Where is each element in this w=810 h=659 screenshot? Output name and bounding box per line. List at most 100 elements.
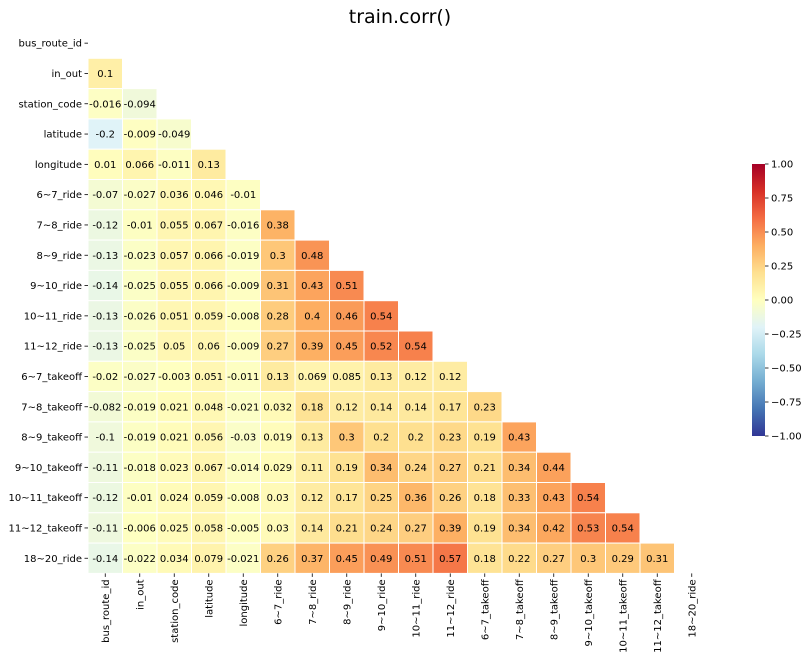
y-tick-label-10-11-takeoff: 10~11_takeoff	[9, 493, 84, 504]
cell-value-label: -0.021	[227, 402, 259, 413]
cell-value-label: 0.01	[94, 160, 116, 171]
cell-value-label: 0.34	[508, 523, 530, 534]
cell-value-label: -0.025	[124, 281, 156, 292]
colorbar-tick-label: −0.75	[771, 398, 802, 409]
heatmap-cell	[570, 542, 606, 574]
colorbar-tick-label: 1.00	[771, 160, 793, 171]
y-tick-label-18-20-ride: 18~20_ride	[24, 554, 82, 565]
heatmap-cell	[363, 542, 399, 574]
y-tick-label-8-9-takeoff: 8~9_takeoff	[21, 433, 83, 444]
y-tick-label-11-12-takeoff: 11~12_takeoff	[9, 523, 84, 534]
cell-value-label: -0.011	[227, 372, 259, 383]
heatmap-cell	[87, 512, 123, 544]
cell-value-label: 0.055	[160, 220, 189, 231]
heatmap-cell	[225, 482, 261, 514]
heatmap-cell	[87, 360, 123, 393]
cell-value-label: -0.11	[92, 463, 118, 474]
cell-value-label: -0.07	[92, 190, 118, 201]
y-tick-label-10-11-ride: 10~11_ride	[24, 311, 82, 322]
cell-value-label: 0.1	[97, 69, 113, 80]
cell-value-label: -0.02	[92, 372, 118, 383]
heatmap-cell	[363, 360, 399, 393]
heatmap-cell	[467, 391, 503, 423]
cell-value-label: 0.067	[194, 463, 223, 474]
heatmap-cell	[260, 209, 296, 241]
y-tick-label-9-10-ride: 9~10_ride	[30, 281, 82, 292]
cell-value-label: 0.31	[267, 281, 289, 292]
cell-value-label: 0.46	[336, 311, 358, 322]
cell-value-label: 0.12	[301, 493, 323, 504]
colorbar-tick-label: 0.25	[771, 262, 793, 273]
heatmap-cell	[122, 330, 158, 362]
x-tick-label-longitude: longitude	[239, 579, 250, 626]
cell-value-label: -0.025	[124, 342, 156, 353]
heatmap-cell	[122, 209, 158, 241]
cell-value-label: 0.13	[301, 433, 323, 444]
x-tick-label-6-7-takeoff: 6~7_takeoff	[480, 578, 491, 640]
heatmap-cell	[294, 391, 330, 423]
heatmap-cell	[432, 421, 468, 453]
y-tick-label-9-10-takeoff: 9~10_takeoff	[15, 463, 83, 474]
heatmap-cell	[432, 542, 468, 574]
heatmap-cell	[363, 391, 399, 423]
heatmap-cell	[122, 179, 158, 211]
y-tick-label-8-9-ride: 8~9_ride	[37, 251, 83, 262]
cell-value-label: 0.2	[373, 433, 389, 444]
cell-value-label: 0.37	[301, 554, 323, 565]
heatmap-cell	[294, 421, 330, 453]
heatmap-cell	[260, 239, 296, 271]
cell-value-label: 0.48	[301, 251, 323, 262]
cell-value-label: -0.022	[124, 554, 156, 565]
cell-value-label: -0.13	[92, 311, 118, 322]
heatmap-cell	[432, 482, 468, 514]
cell-value-label: 0.079	[194, 554, 223, 565]
cell-value-label: -0.014	[227, 463, 259, 474]
heatmap-cell	[329, 330, 365, 362]
cell-value-label: 0.066	[194, 251, 223, 262]
cell-value-label: 0.14	[370, 402, 392, 413]
cell-value-label: -0.026	[124, 311, 156, 322]
cell-value-label: 0.26	[439, 493, 461, 504]
cell-value-label: -0.11	[92, 523, 118, 534]
cell-value-label: 0.06	[198, 342, 220, 353]
cell-value-label: -0.008	[227, 311, 259, 322]
cell-value-label: 0.49	[370, 554, 392, 565]
cell-value-label: 0.059	[194, 311, 223, 322]
heatmap-cell	[260, 360, 296, 393]
x-tick-label-6-7-ride: 6~7_ride	[273, 579, 284, 625]
cell-value-label: 0.13	[198, 160, 220, 171]
heatmap-cell	[294, 451, 330, 484]
cell-value-label: -0.016	[89, 99, 121, 110]
cell-value-label: -0.027	[124, 372, 156, 383]
heatmap-cell	[432, 451, 468, 484]
heatmap-cell	[87, 421, 123, 453]
cell-value-label: -0.01	[127, 220, 153, 231]
heatmap-cell	[87, 330, 123, 362]
cell-value-label: 0.12	[336, 402, 358, 413]
cell-value-label: 0.17	[336, 493, 358, 504]
cell-value-label: -0.019	[227, 251, 259, 262]
colorbar-tick-label: 0.50	[771, 228, 793, 239]
heatmap-cell	[329, 512, 365, 544]
colorbar-tick-label: −1.00	[771, 432, 802, 443]
heatmap-cell	[87, 391, 123, 423]
cell-value-label: 0.2	[408, 433, 424, 444]
y-tick-label-7-8-ride: 7~8_ride	[37, 220, 83, 231]
cell-value-label: 0.13	[370, 372, 392, 383]
cell-value-label: 0.27	[405, 523, 427, 534]
heatmap-cell	[191, 330, 227, 362]
cell-value-label: 0.025	[160, 523, 189, 534]
heatmap-cell	[329, 451, 365, 484]
cell-value-label: 0.27	[439, 463, 461, 474]
cell-value-label: 0.53	[577, 523, 599, 534]
heatmap-cell	[363, 512, 399, 544]
cell-value-label: 0.43	[301, 281, 323, 292]
cell-value-label: 0.25	[370, 493, 392, 504]
heatmap-cell	[363, 421, 399, 453]
cell-value-label: 0.021	[160, 402, 189, 413]
cell-value-label: 0.18	[301, 402, 323, 413]
cell-value-label: -0.009	[227, 281, 259, 292]
cell-value-label: 0.036	[160, 190, 189, 201]
heatmap-cell	[191, 360, 227, 393]
cell-value-label: 0.27	[543, 554, 565, 565]
